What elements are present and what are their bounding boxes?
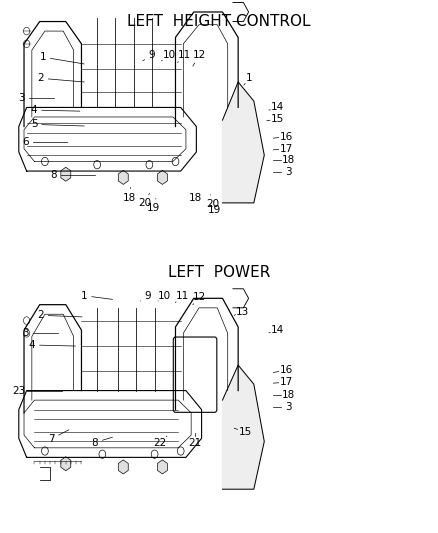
Text: 11: 11 <box>175 290 189 301</box>
Text: 11: 11 <box>177 51 191 60</box>
Text: 15: 15 <box>271 114 284 124</box>
Text: 14: 14 <box>271 325 284 335</box>
Text: 23: 23 <box>12 386 25 396</box>
Text: 8: 8 <box>50 171 57 180</box>
Text: 12: 12 <box>193 292 206 302</box>
Text: 12: 12 <box>193 51 206 60</box>
Text: 15: 15 <box>238 427 252 437</box>
Text: 9: 9 <box>148 51 155 60</box>
Text: 10: 10 <box>158 290 171 301</box>
Text: 22: 22 <box>154 438 167 448</box>
Text: 1: 1 <box>246 73 253 83</box>
Text: 3: 3 <box>22 328 28 338</box>
Text: 2: 2 <box>37 73 44 83</box>
Text: 18: 18 <box>188 192 201 203</box>
Text: 8: 8 <box>92 438 98 448</box>
Text: 16: 16 <box>280 365 293 375</box>
Text: 21: 21 <box>188 438 201 448</box>
Text: LEFT  POWER: LEFT POWER <box>168 265 270 280</box>
Text: 2: 2 <box>37 310 44 320</box>
Text: 9: 9 <box>144 290 151 301</box>
Text: LEFT  HEIGHT CONTROL: LEFT HEIGHT CONTROL <box>127 14 311 29</box>
Text: 13: 13 <box>237 306 250 317</box>
Text: 18: 18 <box>123 192 136 203</box>
Text: 1: 1 <box>81 290 88 301</box>
Text: 3: 3 <box>285 167 292 177</box>
Text: 19: 19 <box>147 203 160 213</box>
Text: 4: 4 <box>31 105 37 115</box>
Text: 4: 4 <box>28 340 35 350</box>
Text: 16: 16 <box>280 132 293 142</box>
Text: 18: 18 <box>282 156 295 165</box>
Text: 3: 3 <box>285 402 292 412</box>
Text: 20: 20 <box>206 199 219 209</box>
Polygon shape <box>223 82 264 203</box>
Text: 1: 1 <box>39 52 46 62</box>
Text: 18: 18 <box>282 390 295 400</box>
Text: 20: 20 <box>138 198 152 208</box>
Text: 14: 14 <box>271 102 284 112</box>
Text: 6: 6 <box>22 137 28 147</box>
Text: 17: 17 <box>280 377 293 387</box>
Text: 17: 17 <box>280 144 293 154</box>
Text: 7: 7 <box>48 434 55 444</box>
Polygon shape <box>223 365 264 489</box>
Text: 3: 3 <box>18 93 24 103</box>
Text: 5: 5 <box>31 119 37 130</box>
Text: 19: 19 <box>208 205 221 215</box>
Text: 10: 10 <box>162 51 176 60</box>
